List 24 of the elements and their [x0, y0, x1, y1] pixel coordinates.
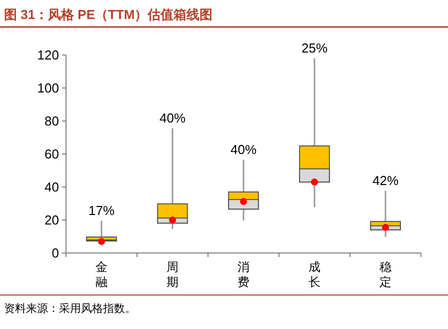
x-tick-label: 金融 — [96, 260, 108, 289]
y-tick-label: 20 — [44, 212, 59, 228]
x-tick-label: 成长 — [308, 260, 320, 289]
y-tick-label: 80 — [44, 114, 59, 128]
point — [98, 238, 105, 245]
y-tick-label: 100 — [37, 80, 59, 96]
annotation: 40% — [230, 142, 257, 157]
y-tick-label: 40 — [44, 180, 59, 194]
y-tick-label: 120 — [37, 48, 59, 62]
y-tick-label: 0 — [52, 246, 59, 260]
point — [311, 178, 318, 186]
annotation: 42% — [372, 172, 399, 188]
annotation: 17% — [88, 202, 115, 218]
point — [169, 216, 176, 224]
annotation: 25% — [301, 40, 328, 56]
x-tick-label: 消费 — [238, 260, 250, 289]
annotation: 40% — [159, 110, 186, 126]
y-tick-label: 60 — [44, 146, 59, 162]
x-tick-label: 周期 — [166, 260, 178, 289]
point — [382, 224, 389, 231]
text: 资料来源：采用风格指数。 — [4, 302, 136, 315]
point — [240, 198, 247, 206]
x-tick-label: 稳定 — [380, 260, 392, 289]
title: 图 31：风格 PE（TTM）估值箱线图 — [4, 7, 213, 22]
